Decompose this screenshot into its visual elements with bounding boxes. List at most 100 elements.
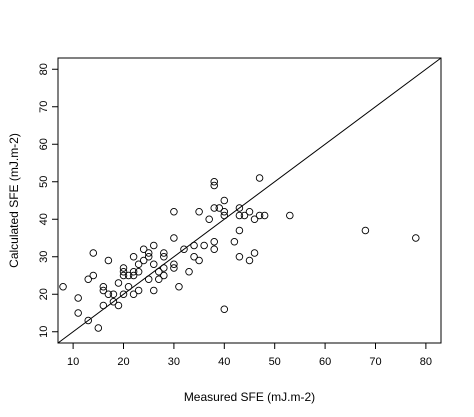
data-point: [160, 264, 168, 272]
data-point: [190, 252, 198, 261]
y-axis-title: Calculated SFE (mJ.m-2): [7, 133, 21, 268]
data-point: [155, 275, 163, 284]
data-point: [144, 252, 153, 261]
data-point: [144, 275, 153, 284]
data-point: [124, 271, 133, 280]
data-point: [99, 286, 108, 295]
plot-frame: [57, 57, 442, 344]
y-tick-label: 30: [38, 251, 50, 263]
data-point: [235, 226, 244, 235]
data-point: [134, 260, 143, 269]
data-point: [220, 211, 229, 220]
data-point: [210, 237, 218, 246]
data-point: [149, 241, 158, 250]
data-point: [99, 301, 108, 310]
data-point: [195, 256, 203, 265]
data-point: [255, 174, 264, 182]
data-point: [205, 215, 213, 223]
data-point: [412, 234, 420, 242]
x-tick-label: 80: [420, 356, 432, 368]
data-point: [104, 256, 113, 265]
data-point: [119, 268, 128, 276]
data-point: [134, 268, 143, 276]
data-point: [250, 249, 259, 257]
data-point: [245, 256, 254, 265]
data-point: [119, 290, 128, 299]
y-tick-label: 20: [38, 288, 50, 300]
data-point: [74, 294, 82, 302]
y-tick-label: 80: [38, 63, 50, 75]
data-point: [104, 290, 113, 299]
data-point: [180, 245, 188, 253]
data-point: [220, 196, 229, 205]
data-point: [89, 271, 98, 280]
data-point: [149, 286, 158, 295]
data-point: [89, 249, 98, 257]
data-point: [155, 268, 163, 276]
data-point: [114, 279, 123, 287]
data-point: [250, 215, 259, 223]
y-tick-label: 50: [38, 176, 50, 188]
data-point: [114, 301, 123, 310]
data-point: [230, 237, 239, 246]
data-point: [260, 211, 269, 220]
data-point: [134, 286, 143, 295]
data-point: [245, 207, 254, 216]
data-point: [84, 316, 92, 325]
x-tick-label: 10: [67, 356, 79, 368]
x-tick-label: 70: [369, 356, 381, 368]
data-point: [129, 290, 138, 299]
data-point: [210, 177, 218, 186]
identity-reference-line: [57, 57, 442, 344]
data-point: [286, 211, 294, 220]
x-axis: 10 20 30 40 50 60 70 80: [67, 343, 432, 368]
data-point: [235, 211, 244, 220]
data-point: [84, 275, 92, 284]
data-point: [119, 264, 128, 272]
data-point: [119, 271, 128, 280]
x-tick-label: 60: [319, 356, 331, 368]
data-point: [235, 204, 244, 212]
y-tick-label: 40: [38, 213, 50, 225]
x-tick-label: 30: [168, 356, 180, 368]
y-tick-label: 70: [38, 101, 50, 113]
data-point: [139, 245, 148, 253]
data-point: [129, 268, 138, 276]
data-point: [99, 283, 108, 291]
data-point: [149, 260, 158, 269]
x-axis-title: Measured SFE (mJ.m-2): [184, 390, 315, 404]
x-tick-label: 20: [117, 356, 129, 368]
y-tick-label: 60: [38, 138, 50, 150]
data-point: [74, 309, 82, 317]
data-point: [170, 260, 178, 269]
data-point: [109, 298, 118, 306]
data-point: [170, 264, 178, 272]
data-point: [109, 290, 118, 299]
data-point: [175, 283, 183, 291]
data-point: [59, 283, 67, 291]
data-point: [195, 207, 203, 216]
data-point: [129, 271, 138, 280]
data-point: [361, 226, 370, 235]
data-point: [129, 252, 138, 261]
data-point: [160, 271, 168, 280]
data-point: [210, 181, 218, 190]
data-point: [220, 207, 229, 216]
data-point: [139, 256, 148, 265]
data-point: [255, 211, 264, 220]
data-point: [160, 249, 168, 257]
data-point: [210, 245, 218, 253]
data-points: [59, 174, 420, 332]
data-point: [215, 204, 224, 212]
data-point: [220, 305, 229, 314]
data-point: [170, 234, 178, 242]
data-point: [240, 211, 249, 220]
data-point: [160, 252, 168, 261]
y-axis: 10 20 30 40 50 60 70 80: [38, 63, 58, 338]
data-point: [200, 241, 208, 250]
data-point: [94, 324, 103, 332]
data-point: [210, 204, 218, 212]
x-tick-label: 40: [218, 356, 230, 368]
data-point: [144, 249, 153, 257]
